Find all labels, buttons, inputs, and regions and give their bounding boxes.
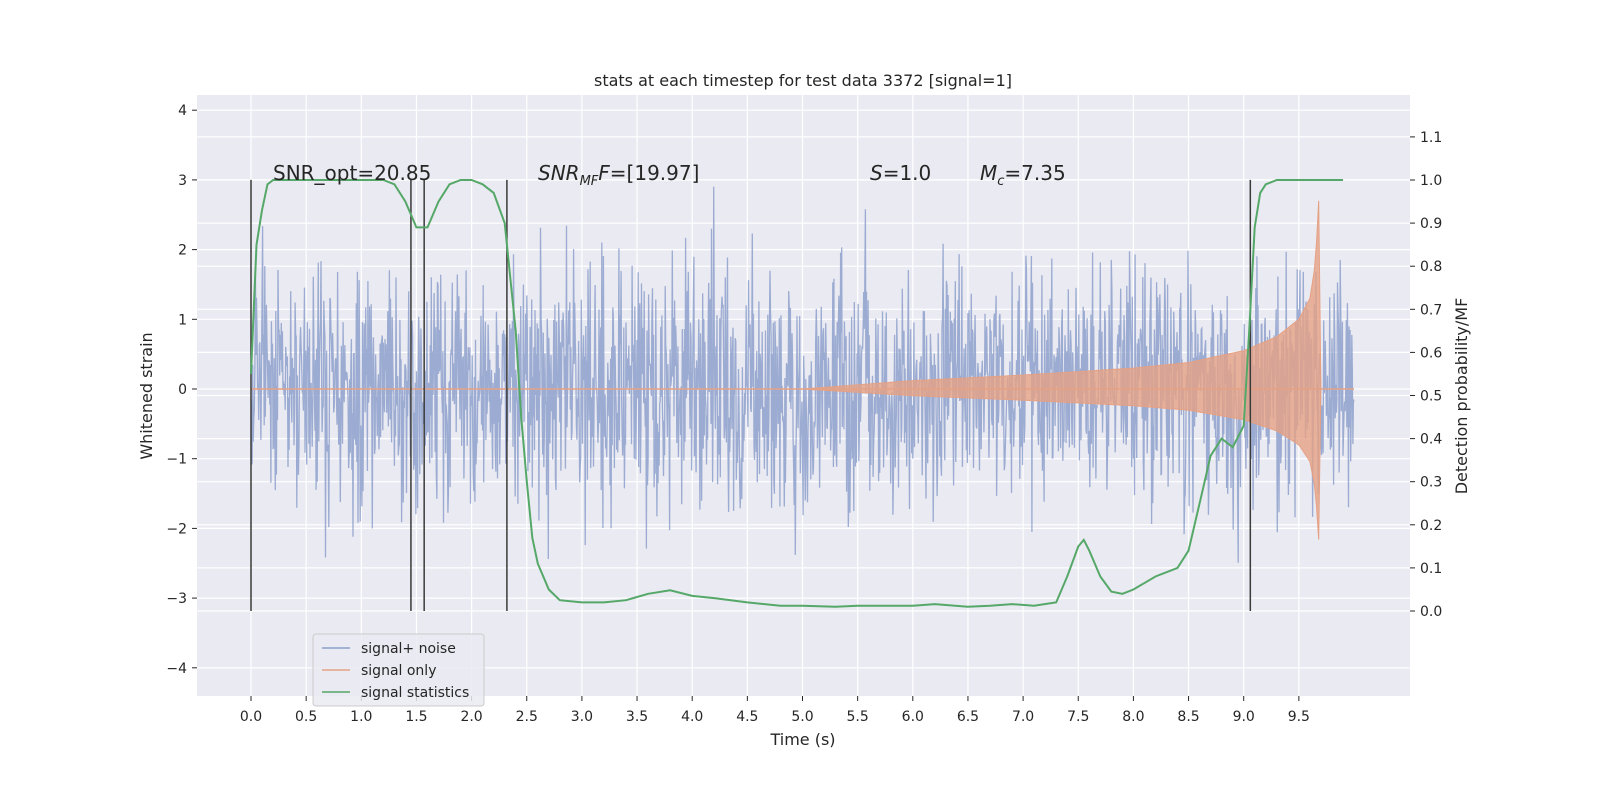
- signal-statistics-line: [250, 179, 1343, 608]
- y2-tick-label: 0.2: [1420, 518, 1442, 534]
- y-tick-label: 2: [178, 243, 187, 259]
- x-tick-label: 2.5: [516, 709, 538, 725]
- y-tick-label: 0: [178, 382, 187, 398]
- x-tick-label: 1.5: [405, 709, 427, 725]
- legend-label-signal: signal only: [361, 663, 436, 679]
- y2-tick-label: 0.7: [1420, 302, 1442, 318]
- x-tick-label: 0.0: [240, 709, 262, 725]
- annotation-snr-opt: SNR_opt=20.85: [273, 161, 431, 185]
- y2-tick-label: 1.1: [1420, 130, 1442, 146]
- y2-tick-label: 0.1: [1420, 561, 1442, 577]
- x-tick-label: 5.5: [847, 709, 869, 725]
- y2-tick-label: 0.6: [1420, 345, 1442, 361]
- y-tick-label: 4: [178, 103, 187, 119]
- x-tick-label: 4.0: [681, 709, 703, 725]
- y-axis-label: Whitened strain: [137, 332, 156, 459]
- x-axis-label: Time (s): [769, 730, 835, 749]
- y2-axis-label: Detection probability/MF: [1452, 298, 1471, 495]
- y2-axis-ticks: 1.1 1.0 0.9 0.8 0.7 0.6 0.5 0.4 0.3 0.2 0.1 0.0: [1410, 130, 1442, 620]
- annotation-snr-mf: SNRMFF=[19.97]: [538, 161, 699, 189]
- y2-tick-label: 0.8: [1420, 259, 1442, 275]
- y2-tick-label: 0.9: [1420, 216, 1442, 232]
- y-tick-label: −2: [166, 521, 187, 537]
- y-tick-label: 3: [178, 173, 187, 189]
- annotation-s: S=1.0: [870, 161, 931, 185]
- y-tick-label: −1: [166, 452, 187, 468]
- x-tick-label: 8.0: [1122, 709, 1144, 725]
- legend: signal+ noise signal only signal statist…: [312, 633, 485, 707]
- x-tick-label: 3.0: [571, 709, 593, 725]
- y2-tick-label: 1.0: [1420, 173, 1442, 189]
- y2-tick-label: 0.5: [1420, 389, 1442, 405]
- y2-tick-label: 0.0: [1420, 604, 1442, 620]
- y-tick-label: −4: [166, 661, 187, 677]
- x-tick-label: 6.5: [957, 709, 979, 725]
- x-tick-label: 5.0: [791, 709, 813, 725]
- y-axis-ticks: 4 3 2 1 0 −1 −2 −3 −4: [166, 103, 197, 677]
- legend-label-noise: signal+ noise: [361, 641, 456, 657]
- x-tick-label: 3.5: [626, 709, 648, 725]
- x-tick-label: 4.5: [736, 709, 758, 725]
- annotation-mc: Mc=7.35: [980, 161, 1066, 189]
- legend-label-stats: signal statistics: [361, 685, 469, 701]
- x-tick-label: 2.0: [460, 709, 482, 725]
- x-tick-label: 0.5: [295, 709, 317, 725]
- legend-box: [312, 633, 485, 707]
- x-tick-label: 9.5: [1288, 709, 1310, 725]
- y-tick-label: −3: [166, 591, 187, 607]
- x-tick-label: 9.0: [1233, 709, 1255, 725]
- chart-title: stats at each timestep for test data 337…: [594, 71, 1012, 90]
- y2-tick-label: 0.3: [1420, 475, 1442, 491]
- x-tick-label: 6.0: [902, 709, 924, 725]
- x-tick-label: 8.5: [1177, 709, 1199, 725]
- x-tick-label: 1.0: [350, 709, 372, 725]
- vertical-marker-lines: [250, 179, 1252, 611]
- x-axis-ticks: 0.0 0.5 1.0 1.5 2.0 2.5 3.0 3.5 4.0 4.5 5.0 5.5 6.0 6…: [240, 696, 1310, 725]
- x-tick-label: 7.0: [1012, 709, 1034, 725]
- y2-tick-label: 0.4: [1420, 432, 1442, 448]
- signal-only-series: [251, 200, 1354, 540]
- y-tick-label: 1: [178, 312, 187, 328]
- x-tick-label: 7.5: [1067, 709, 1089, 725]
